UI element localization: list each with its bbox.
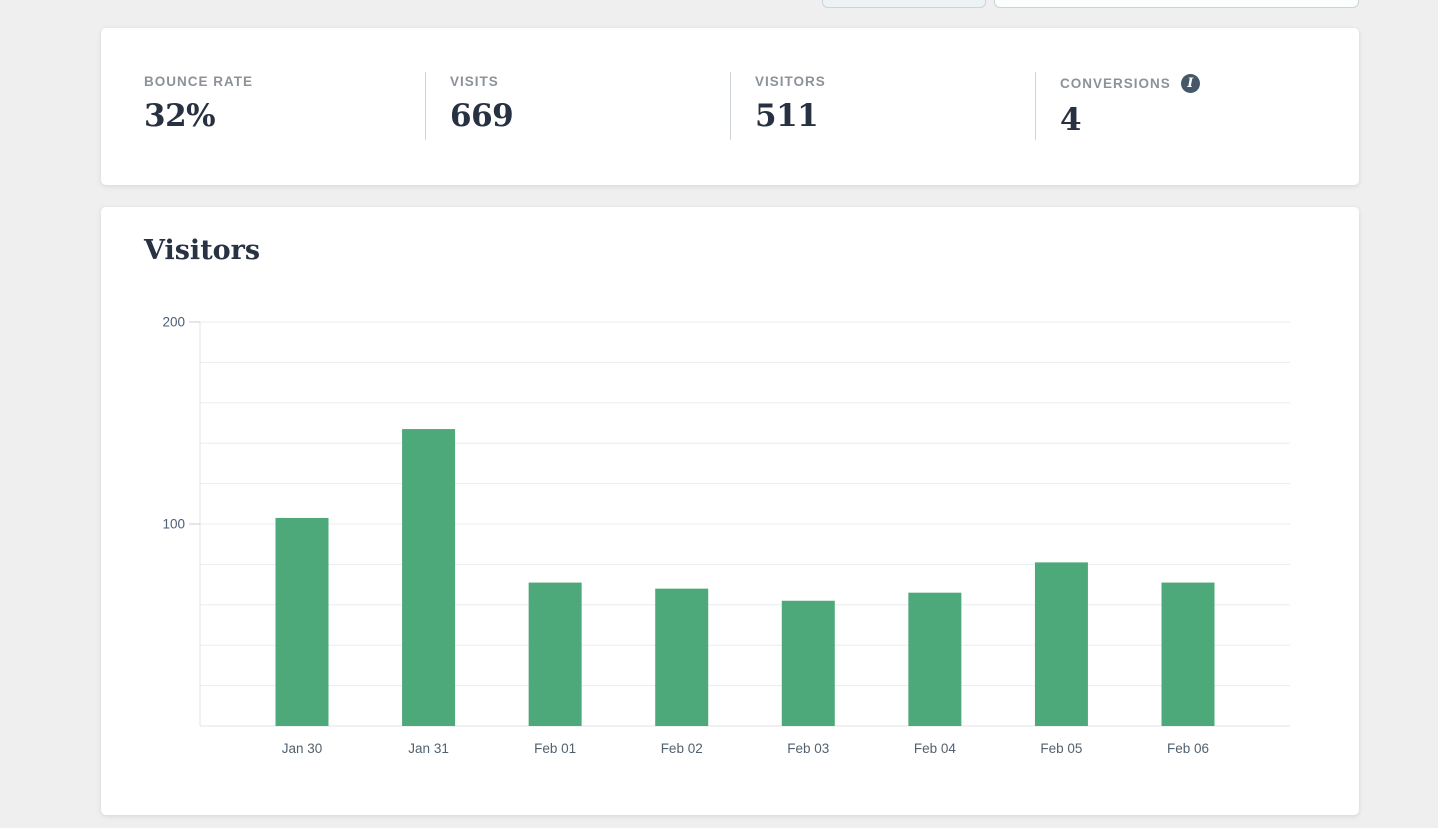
stats-summary-card: BOUNCE RATE 32% VISITS 669 VISITORS 511 … — [101, 28, 1359, 185]
chart-bar[interactable] — [528, 582, 582, 726]
x-tick-label: Jan 31 — [408, 741, 449, 756]
stat-value: 669 — [450, 98, 514, 134]
chart-bar[interactable] — [402, 429, 456, 726]
x-tick-label: Feb 02 — [661, 741, 703, 756]
toolbar-control-left[interactable] — [822, 0, 986, 8]
visitors-bar-chart: 100 200 Jan 30 Jan 31 Feb 01 Feb 02 Feb 03 Feb … — [162, 315, 1290, 756]
stat-label: BOUNCE RATE — [144, 74, 254, 89]
chart-bar[interactable] — [908, 592, 962, 726]
toolbar-control-right[interactable] — [994, 0, 1359, 8]
chart-bar[interactable] — [1161, 582, 1215, 726]
y-tick-label: 200 — [162, 315, 185, 330]
stat-conversions: CONVERSIONS i 4 — [1035, 28, 1359, 185]
stat-label: VISITS — [450, 74, 499, 89]
divider — [730, 72, 731, 140]
chart-bar[interactable] — [655, 588, 709, 726]
stat-label: VISITORS — [755, 74, 826, 89]
stat-label: CONVERSIONS i — [1060, 74, 1359, 93]
stat-bounce-rate: BOUNCE RATE 32% — [101, 28, 425, 185]
chart-bar[interactable] — [781, 600, 835, 726]
x-tick-label: Feb 01 — [534, 741, 576, 756]
visitors-chart-card: Visitors 100 200 Jan 30 Jan 31 Feb 01 Feb 02 F… — [101, 207, 1359, 815]
chart-bar[interactable] — [275, 517, 329, 726]
chart-bar[interactable] — [1034, 562, 1088, 726]
y-tick-label: 100 — [162, 517, 185, 532]
x-tick-label: Feb 06 — [1167, 741, 1209, 756]
stat-label-text: CONVERSIONS — [1060, 76, 1171, 91]
x-tick-label: Feb 04 — [914, 741, 957, 756]
stat-visits: VISITS 669 — [425, 28, 730, 185]
stat-value: 511 — [755, 98, 819, 134]
stat-value: 32% — [144, 98, 216, 134]
x-tick-label: Jan 30 — [282, 741, 323, 756]
divider — [425, 72, 426, 140]
divider — [1035, 72, 1036, 140]
x-tick-label: Feb 05 — [1040, 741, 1082, 756]
stat-value: 4 — [1060, 102, 1082, 138]
info-icon[interactable]: i — [1180, 74, 1200, 93]
chart-title: Visitors — [144, 235, 261, 266]
x-tick-label: Feb 03 — [787, 741, 829, 756]
stat-visitors: VISITORS 511 — [730, 28, 1035, 185]
